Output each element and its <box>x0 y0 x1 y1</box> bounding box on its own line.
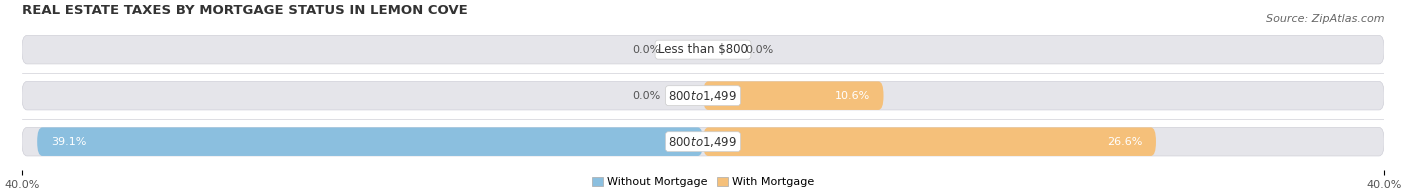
Text: 26.6%: 26.6% <box>1107 137 1142 147</box>
Text: REAL ESTATE TAXES BY MORTGAGE STATUS IN LEMON COVE: REAL ESTATE TAXES BY MORTGAGE STATUS IN … <box>22 4 468 17</box>
FancyBboxPatch shape <box>37 127 703 156</box>
Text: $800 to $1,499: $800 to $1,499 <box>668 89 738 103</box>
Legend: Without Mortgage, With Mortgage: Without Mortgage, With Mortgage <box>588 172 818 191</box>
FancyBboxPatch shape <box>22 81 1384 110</box>
Text: 0.0%: 0.0% <box>633 91 661 101</box>
FancyBboxPatch shape <box>22 35 1384 64</box>
Text: Less than $800: Less than $800 <box>658 43 748 56</box>
FancyBboxPatch shape <box>703 81 883 110</box>
Text: 10.6%: 10.6% <box>835 91 870 101</box>
Text: 0.0%: 0.0% <box>745 45 773 55</box>
Text: Source: ZipAtlas.com: Source: ZipAtlas.com <box>1267 14 1385 24</box>
FancyBboxPatch shape <box>703 127 1156 156</box>
Text: 39.1%: 39.1% <box>51 137 86 147</box>
FancyBboxPatch shape <box>22 127 1384 156</box>
Text: 0.0%: 0.0% <box>633 45 661 55</box>
Text: $800 to $1,499: $800 to $1,499 <box>668 135 738 149</box>
